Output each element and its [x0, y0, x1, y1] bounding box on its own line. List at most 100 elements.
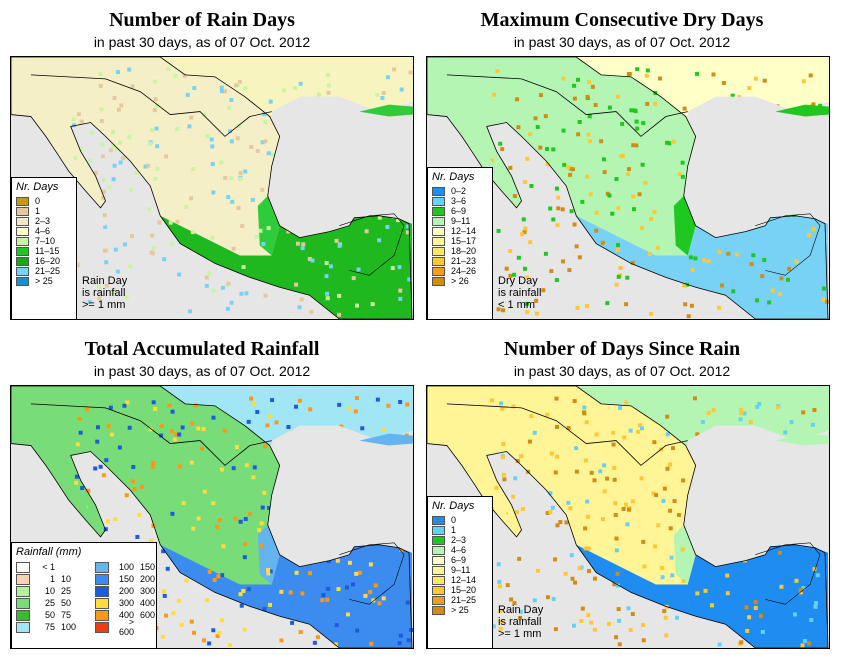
grid-cell	[570, 576, 575, 581]
rain-day-note: Rain Day is rainfall >= 1 mm	[498, 604, 543, 640]
grid-cell	[377, 215, 382, 220]
grid-cell	[229, 300, 234, 305]
grid-cell	[255, 410, 260, 414]
legend-swatch	[95, 621, 109, 633]
grid-cell	[209, 137, 214, 142]
legend-label: 16–20	[35, 256, 61, 266]
grid-cell	[293, 404, 298, 409]
note-line: is rainfall	[498, 287, 542, 299]
grid-cell	[223, 175, 228, 180]
grid-cell	[545, 595, 550, 600]
grid-cell	[334, 623, 339, 628]
grid-cell	[568, 172, 573, 177]
legend-entry: 2–3	[16, 216, 72, 226]
grid-cell	[93, 466, 98, 471]
grid-cell	[207, 569, 212, 574]
grid-cell	[670, 573, 675, 578]
legend-swatch	[95, 597, 109, 609]
grid-cell	[672, 499, 677, 504]
grid-cell	[692, 396, 697, 401]
grid-cell	[627, 71, 632, 76]
grid-cell	[131, 464, 136, 469]
grid-cell	[87, 299, 92, 304]
grid-cell	[397, 641, 402, 646]
grid-cell	[74, 474, 79, 479]
grid-cell	[786, 277, 790, 282]
legend-entry: 11–15	[16, 246, 72, 256]
grid-cell	[801, 410, 806, 415]
grid-cell	[640, 162, 645, 167]
grid-cell	[665, 466, 670, 471]
grid-cell	[682, 199, 687, 204]
grid-cell	[286, 229, 291, 234]
grid-cell	[525, 275, 530, 280]
grid-cell	[551, 147, 556, 152]
grid-cell	[553, 557, 558, 562]
grid-cell	[175, 127, 180, 132]
grid-cell	[152, 108, 157, 113]
grid-cell	[329, 264, 333, 269]
grid-cell	[810, 422, 815, 427]
grid-cell	[363, 593, 368, 598]
grid-cell	[594, 228, 599, 233]
map-rain-days: Nr. Days 0 1 2–3 4–6 7–10 11–15 16–20 21–25 > 25…	[10, 56, 414, 320]
grid-cell	[234, 445, 239, 450]
grid-cell	[812, 567, 817, 572]
grid-cell	[177, 272, 182, 277]
grid-cell	[533, 116, 538, 121]
grid-cell	[279, 589, 284, 594]
grid-cell	[240, 223, 245, 228]
grid-cell	[396, 218, 401, 223]
grid-cell	[153, 97, 158, 102]
grid-cell	[235, 136, 240, 141]
grid-cell	[112, 96, 117, 101]
grid-cell	[625, 172, 630, 177]
grid-cell	[149, 250, 154, 255]
legend-swatch	[95, 585, 109, 597]
grid-cell	[191, 630, 196, 635]
legend-swatch	[16, 236, 29, 246]
grid-cell	[80, 486, 85, 491]
grid-cell	[263, 120, 268, 125]
grid-cell	[281, 88, 286, 93]
grid-cell	[171, 611, 176, 616]
grid-cell	[74, 480, 79, 485]
legend-swatch	[16, 196, 29, 206]
grid-cell	[243, 169, 248, 174]
legend-entry: 75 100	[16, 621, 85, 633]
grid-cell	[643, 180, 648, 185]
legend-swatch	[432, 256, 445, 266]
grid-cell	[500, 147, 505, 152]
grid-cell	[100, 142, 105, 147]
grid-cell	[625, 522, 630, 527]
legend-entry: 200 300	[95, 585, 164, 597]
us-land	[160, 386, 413, 446]
grid-cell	[106, 424, 111, 429]
grid-cell	[260, 140, 265, 145]
legend-range-low: 400	[118, 610, 134, 620]
grid-cell	[514, 510, 519, 515]
grid-cell	[607, 621, 611, 626]
panel-title: Total Accumulated Rainfall	[84, 338, 320, 360]
grid-cell	[380, 96, 385, 100]
grid-cell	[726, 251, 731, 256]
grid-cell	[219, 89, 224, 94]
grid-cell	[148, 141, 153, 146]
grid-cell	[587, 569, 591, 574]
grid-cell	[259, 544, 264, 549]
grid-cell	[523, 266, 528, 271]
grid-cell	[662, 486, 667, 491]
grid-cell	[751, 253, 756, 258]
grid-cell	[496, 562, 501, 567]
grid-cell	[501, 308, 506, 313]
legend-entry: 10 25	[16, 585, 85, 597]
grid-cell	[95, 439, 100, 444]
grid-cell	[307, 256, 312, 261]
grid-cell	[364, 229, 369, 234]
grid-cell	[753, 76, 758, 81]
legend-entry: 18–20	[432, 246, 488, 256]
grid-cell	[231, 466, 236, 471]
legend-entry: 21–25	[432, 595, 488, 605]
legend-swatch	[16, 246, 29, 256]
grid-cell	[406, 638, 411, 643]
